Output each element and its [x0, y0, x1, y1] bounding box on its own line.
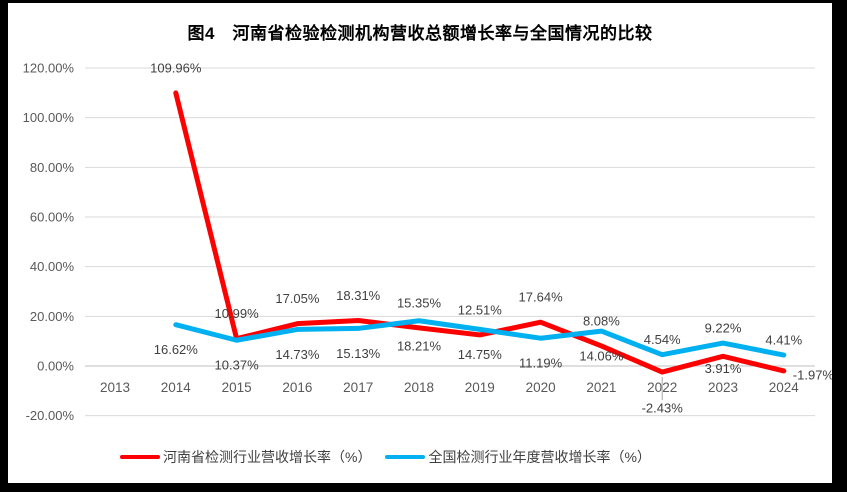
data-label-henan: 17.64%: [519, 290, 564, 305]
chart-legend: 河南省检测行业营收增长率（%） 全国检测行业年度营收增长率（%）: [120, 447, 651, 467]
x-tick-label: 2024: [769, 380, 800, 395]
x-tick-label: 2019: [465, 380, 495, 395]
y-tick-label: 0.00%: [37, 359, 74, 374]
chart-title: 图4 河南省检验检测机构营收总额增长率与全国情况的比较: [187, 24, 653, 43]
data-label-national: 4.41%: [765, 333, 802, 348]
legend-item-national: 全国检测行业年度营收增长率（%）: [385, 447, 651, 467]
y-tick-label: 120.00%: [23, 61, 75, 76]
x-tick-label: 2020: [526, 380, 556, 395]
y-tick-label: 100.00%: [23, 110, 75, 125]
series-line-national: [173, 318, 787, 358]
data-label-henan: -2.43%: [642, 401, 684, 416]
data-label-national: 14.73%: [275, 347, 320, 362]
x-tick-label: 2018: [404, 380, 434, 395]
data-label-henan: 17.05%: [275, 291, 320, 306]
data-label-national: 14.75%: [458, 347, 503, 362]
data-label-national: 16.62%: [154, 342, 199, 357]
data-label-national: 11.19%: [519, 356, 563, 371]
data-label-national: 9.22%: [705, 321, 742, 336]
data-label-national: 4.54%: [644, 332, 681, 347]
y-tick-label: 20.00%: [30, 309, 75, 324]
y-tick-label: -20.00%: [26, 408, 75, 423]
data-label-henan: 10.99%: [215, 306, 260, 321]
data-label-national: 14.06%: [579, 349, 624, 364]
y-tick-label: 40.00%: [30, 259, 75, 274]
data-label-henan: 3.91%: [705, 361, 742, 376]
data-label-henan: 8.08%: [583, 313, 620, 328]
data-label-national: 10.37%: [215, 358, 260, 373]
x-tick-label: 2014: [161, 380, 192, 395]
data-label-henan: 109.96%: [150, 60, 202, 75]
x-tick-label: 2023: [708, 380, 738, 395]
x-tick-label: 2015: [222, 380, 252, 395]
data-label-henan: 15.35%: [397, 295, 442, 310]
x-tick-label: 2016: [282, 380, 312, 395]
legend-item-henan: 河南省检测行业营收增长率（%）: [120, 447, 371, 467]
legend-label-henan: 河南省检测行业营收增长率（%）: [163, 449, 372, 465]
chart-panel: 图4 河南省检验检测机构营收总额增长率与全国情况的比较 120.00% 100.0…: [8, 3, 832, 483]
y-tick-label: 60.00%: [30, 210, 75, 225]
x-tick-label: 2017: [343, 380, 373, 395]
x-tick-label: 2013: [100, 380, 130, 395]
x-tick-label: 2021: [586, 380, 616, 395]
legend-label-national: 全国检测行业年度营收增长率（%）: [428, 449, 651, 465]
chart-canvas: 120.00% 100.00% 80.00% 60.00% 40.00% 20.00% 0.…: [23, 60, 832, 423]
data-label-henan: 18.31%: [336, 288, 381, 303]
data-label-henan: 12.51%: [458, 302, 503, 317]
legend-swatch-henan: [120, 455, 160, 459]
data-label-national: 18.21%: [397, 338, 442, 353]
series-line-henan: [173, 90, 787, 375]
y-tick-label: 80.00%: [30, 160, 75, 175]
data-label-henan: -1.97%: [793, 367, 832, 382]
legend-swatch-national: [385, 455, 426, 459]
data-label-national: 15.13%: [336, 346, 381, 361]
